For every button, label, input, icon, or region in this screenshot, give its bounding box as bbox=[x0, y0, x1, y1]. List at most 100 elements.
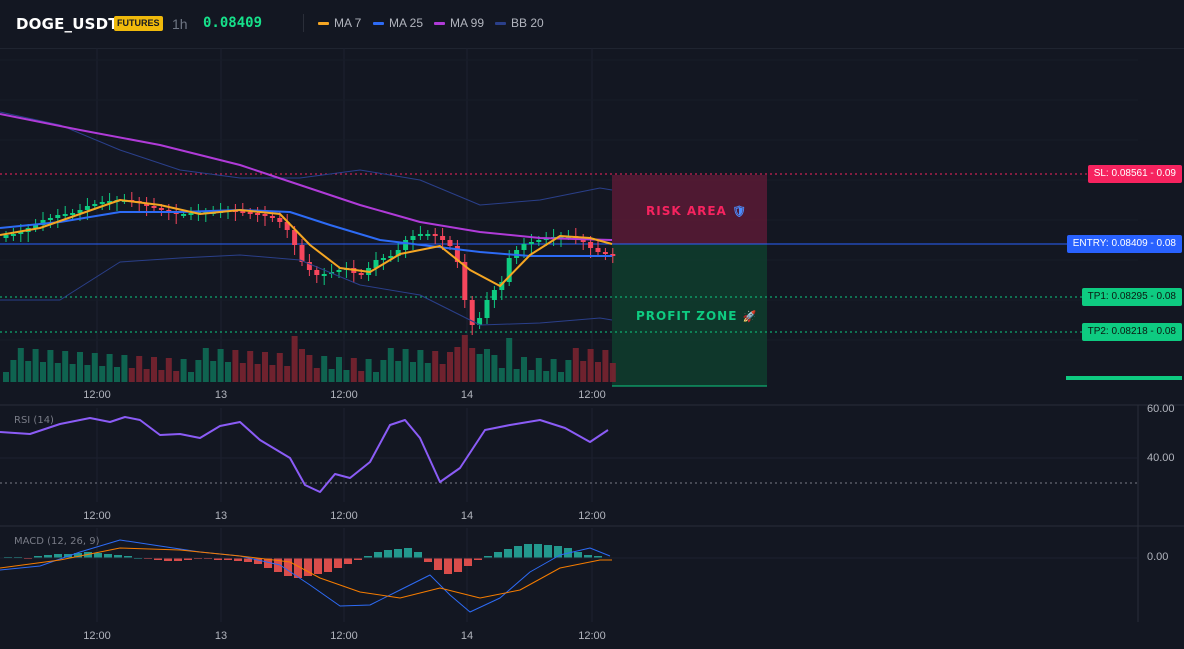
candle-body bbox=[151, 206, 157, 208]
rsi-line bbox=[0, 416, 609, 493]
candle-body bbox=[188, 213, 194, 215]
candle-body bbox=[395, 250, 401, 256]
volume-bar bbox=[143, 369, 150, 382]
volume-bar bbox=[432, 351, 439, 382]
candle-body bbox=[3, 235, 9, 238]
macd-histogram-bar bbox=[254, 558, 262, 564]
volume-bar bbox=[173, 371, 180, 382]
candle-body bbox=[388, 256, 394, 258]
volume-bar bbox=[521, 357, 527, 382]
macd-histogram-bar bbox=[374, 552, 382, 558]
volume-bar bbox=[128, 368, 135, 382]
volume-bar bbox=[572, 348, 579, 382]
candle-body bbox=[299, 245, 305, 262]
volume-bar bbox=[395, 361, 402, 382]
candle-body bbox=[432, 234, 438, 236]
candle-body bbox=[358, 273, 364, 275]
bb-upper-line bbox=[0, 111, 613, 206]
macd-histogram-bar bbox=[164, 558, 172, 561]
volume-bar bbox=[543, 371, 550, 382]
symbol-name[interactable]: DOGE_USDT bbox=[16, 15, 119, 33]
ma7-line bbox=[0, 199, 613, 287]
macd-histogram-bar bbox=[494, 552, 502, 558]
candle-body bbox=[70, 213, 76, 215]
macd-histogram-bar bbox=[434, 558, 442, 570]
macd-histogram-bar bbox=[454, 558, 462, 572]
take-profit-2-tag[interactable]: TP2: 0.08218 - 0.08 bbox=[1081, 323, 1182, 341]
x-axis-label: 13 bbox=[214, 389, 228, 401]
volume-bar bbox=[609, 363, 616, 382]
macd-title[interactable]: MACD (12, 26, 9) bbox=[14, 536, 100, 547]
x-axis-label: 14 bbox=[460, 389, 474, 401]
candle-body bbox=[373, 260, 379, 268]
volume-bar bbox=[3, 372, 9, 382]
legend-ma25[interactable]: MA 25 bbox=[373, 16, 423, 30]
candle-body bbox=[277, 218, 283, 222]
macd-histogram-bar bbox=[314, 558, 322, 574]
candle-body bbox=[521, 244, 527, 250]
volume-bar bbox=[254, 364, 261, 382]
volume-bar bbox=[188, 372, 194, 382]
timeframe-selector[interactable]: 1h bbox=[172, 16, 188, 32]
candle-body bbox=[440, 236, 446, 240]
volume-bar bbox=[506, 338, 513, 382]
x-axis-label: 13 bbox=[214, 510, 228, 522]
candle-body bbox=[77, 210, 83, 213]
candle-body bbox=[410, 236, 416, 240]
macd-histogram-bar bbox=[174, 558, 182, 561]
entry-tag[interactable]: ENTRY: 0.08409 - 0.08 bbox=[1066, 235, 1182, 253]
macd-histogram-bar bbox=[354, 558, 362, 560]
candle-body bbox=[528, 242, 534, 244]
macd-histogram-bar bbox=[424, 558, 432, 562]
macd-histogram-bar bbox=[334, 558, 342, 568]
macd-histogram-bar bbox=[544, 545, 552, 558]
legend-ma7[interactable]: MA 7 bbox=[318, 16, 361, 30]
volume-bar bbox=[447, 352, 453, 382]
candle-body bbox=[417, 234, 423, 236]
macd-histogram-bar bbox=[464, 558, 472, 566]
volume-bar bbox=[528, 370, 535, 382]
ma25-swatch bbox=[373, 21, 384, 25]
volume-bar bbox=[25, 361, 32, 382]
legend-bb20[interactable]: BB 20 bbox=[495, 16, 544, 30]
stop-loss-tag[interactable]: SL: 0.08561 - 0.09 bbox=[1087, 165, 1182, 183]
candle-body bbox=[84, 206, 90, 210]
candle-body bbox=[425, 234, 431, 236]
macd-histogram-bar bbox=[344, 558, 352, 564]
candle-body bbox=[18, 232, 24, 234]
bb-lower-line bbox=[0, 254, 613, 326]
macd-histogram-bar bbox=[264, 558, 272, 568]
volume-bar bbox=[210, 361, 217, 382]
volume-bar bbox=[513, 369, 520, 382]
volume-bar bbox=[328, 369, 335, 382]
volume-bar bbox=[291, 336, 298, 382]
volume-bar bbox=[343, 370, 350, 382]
legend-ma99[interactable]: MA 99 bbox=[434, 16, 484, 30]
volume-bar bbox=[439, 364, 446, 382]
candle-body bbox=[240, 211, 246, 213]
volume-bar bbox=[202, 348, 209, 382]
ma99-line bbox=[0, 113, 613, 241]
macd-histogram-bar bbox=[574, 552, 582, 558]
volume-bar bbox=[77, 352, 83, 382]
macd-histogram-bar bbox=[444, 558, 452, 574]
volume-bar bbox=[484, 349, 490, 382]
x-axis-label: 12:00 bbox=[83, 630, 111, 642]
volume-bar bbox=[269, 365, 276, 382]
candle-body bbox=[255, 213, 261, 215]
volume-bar bbox=[40, 362, 46, 382]
volume-bar bbox=[121, 355, 128, 382]
volume-bar bbox=[299, 349, 305, 382]
volume-bar bbox=[350, 358, 357, 382]
last-price: 0.08409 bbox=[203, 15, 263, 31]
risk-area-label: RISK AREA 🛡 bbox=[646, 204, 747, 218]
volume-bar bbox=[225, 362, 231, 382]
candle-body bbox=[181, 214, 187, 216]
rsi-title[interactable]: RSI (14) bbox=[14, 415, 54, 426]
macd-histogram-bar bbox=[324, 558, 332, 572]
macd-histogram-bar bbox=[514, 546, 522, 558]
volume-bar bbox=[10, 360, 17, 382]
take-profit-1-tag[interactable]: TP1: 0.08295 - 0.08 bbox=[1081, 288, 1182, 306]
candle-body bbox=[536, 240, 542, 242]
